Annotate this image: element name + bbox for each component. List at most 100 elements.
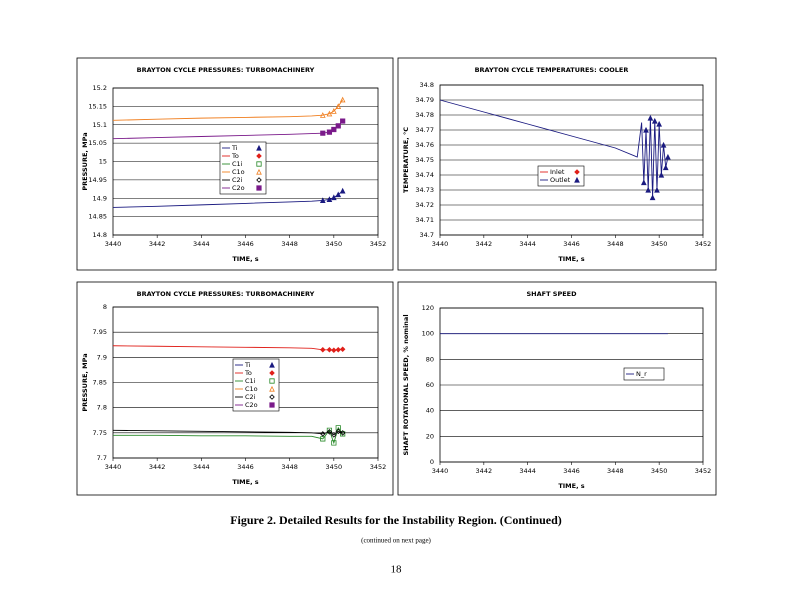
data-point — [654, 186, 660, 193]
x-tick-label: 3452 — [370, 240, 387, 248]
x-tick-label: 3452 — [370, 463, 387, 471]
data-point — [335, 123, 341, 129]
x-tick-label: 3448 — [607, 467, 624, 475]
data-point — [326, 129, 333, 135]
data-point — [320, 130, 326, 136]
data-point — [340, 118, 346, 124]
data-point — [339, 346, 346, 353]
y-tick-label: 34.72 — [415, 201, 434, 209]
legend-marker — [574, 169, 580, 175]
legend-marker — [269, 378, 275, 384]
data-point — [335, 347, 342, 353]
y-tick-label: 20 — [426, 432, 434, 440]
y-tick-label: 34.77 — [415, 126, 434, 134]
legend-box — [219, 141, 267, 195]
y-tick-label: 8 — [103, 303, 107, 311]
y-tick-label: 7.95 — [93, 328, 107, 336]
legend-marker — [256, 144, 262, 151]
y-tick-label: 40 — [426, 407, 434, 415]
x-tick-label: 3450 — [651, 467, 668, 475]
x-axis-label: TIME, s — [558, 482, 584, 490]
plot-area — [439, 307, 704, 463]
data-point — [320, 436, 326, 442]
legend-label: C2o — [232, 184, 245, 192]
x-tick-label: 3450 — [651, 240, 668, 248]
y-tick-label: 60 — [426, 381, 434, 389]
note: (continued on next page) — [361, 537, 431, 545]
y-tick-label: 15.15 — [88, 102, 107, 110]
legend-box — [537, 165, 585, 187]
legend-marker — [269, 385, 275, 392]
data-point — [335, 103, 342, 109]
y-tick-label: 14.85 — [88, 213, 107, 221]
y-tick-label: 34.79 — [415, 96, 434, 104]
plot-area — [112, 306, 379, 459]
data-point — [640, 179, 647, 186]
legend-marker — [256, 177, 262, 183]
data-point — [647, 114, 654, 121]
data-point — [320, 347, 326, 353]
y-tick-label: 100 — [422, 330, 434, 338]
chart-frame — [76, 57, 394, 271]
legend-marker — [256, 153, 262, 159]
x-tick-label: 3452 — [695, 240, 712, 248]
data-point — [326, 110, 333, 117]
chart-frame — [76, 281, 394, 496]
data-point — [326, 347, 333, 353]
y-axis-label: PRESSURE, MPa — [81, 132, 89, 190]
series-line — [112, 345, 343, 351]
plot-area — [112, 87, 379, 236]
x-axis-label: TIME, s — [232, 255, 258, 263]
data-point — [331, 126, 337, 133]
chart-title: BRAYTON CYCLE PRESSURES: TURBOMACHINERY — [137, 66, 315, 74]
data-point — [319, 197, 326, 204]
x-tick-label: 3444 — [193, 240, 210, 248]
x-tick-label: 3448 — [281, 240, 298, 248]
data-point — [330, 108, 337, 114]
x-tick-label: 3440 — [432, 467, 449, 475]
chart-title: BRAYTON CYCLE TEMPERATURES: COOLER — [475, 66, 629, 74]
data-point — [649, 194, 656, 201]
data-point — [656, 120, 663, 127]
legend-label: C2o — [245, 401, 258, 409]
x-tick-label: 3442 — [476, 467, 493, 475]
data-point — [319, 112, 326, 118]
data-point — [335, 428, 342, 435]
legend-marker — [269, 394, 275, 400]
data-point — [331, 440, 337, 446]
legend-label: C1i — [232, 160, 243, 168]
x-tick-label: 3442 — [149, 463, 166, 471]
legend-marker — [256, 168, 262, 175]
data-point — [326, 429, 333, 435]
chart-frame — [397, 57, 717, 271]
y-tick-label: 34.74 — [415, 171, 434, 179]
legend-box — [232, 358, 280, 412]
x-tick-label: 3450 — [326, 240, 343, 248]
legend-marker — [256, 185, 262, 191]
y-tick-label: 0 — [430, 458, 434, 466]
y-tick-label: 7.75 — [93, 429, 107, 437]
data-point — [665, 153, 671, 160]
legend-marker — [269, 361, 275, 368]
chart-frame — [397, 281, 717, 496]
chart-title: SHAFT SPEED — [526, 290, 577, 298]
y-tick-label: 80 — [426, 355, 434, 363]
x-tick-label: 3440 — [432, 240, 449, 248]
legend-label: To — [244, 369, 252, 377]
y-tick-label: 7.9 — [97, 353, 107, 361]
legend-label: C2i — [232, 176, 243, 184]
data-point — [339, 96, 346, 103]
y-tick-label: 7.7 — [97, 454, 107, 462]
data-point — [335, 191, 342, 198]
y-tick-label: 34.76 — [415, 141, 434, 149]
legend-box — [623, 367, 665, 381]
chart-title: BRAYTON CYCLE PRESSURES: TURBOMACHINERY — [137, 290, 315, 298]
data-point — [331, 432, 337, 438]
y-tick-label: 15.05 — [88, 139, 107, 147]
y-tick-label: 34.7 — [420, 231, 434, 239]
data-point — [331, 347, 337, 354]
legend-label: C1o — [232, 168, 245, 176]
legend-marker — [256, 161, 262, 167]
x-tick-label: 3444 — [519, 240, 536, 248]
